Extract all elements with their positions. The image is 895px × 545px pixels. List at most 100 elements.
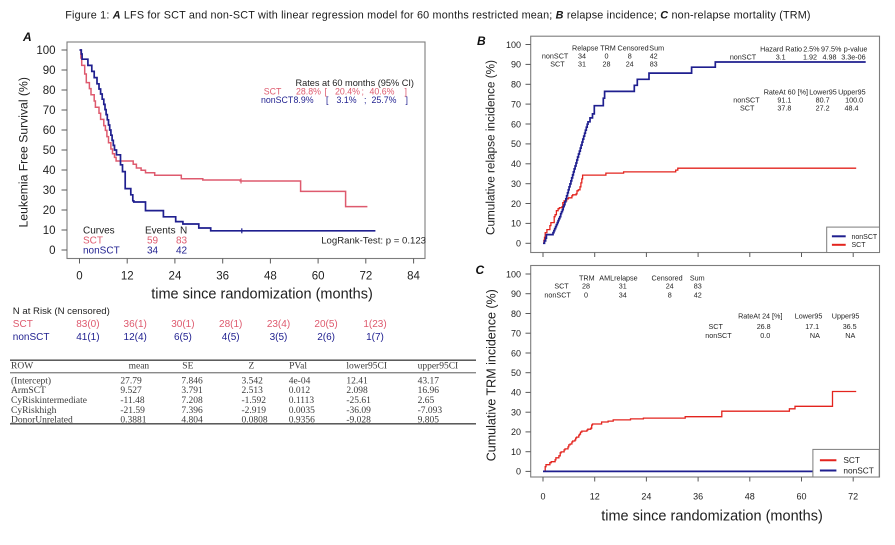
svg-text:nonSCT: nonSCT: [13, 332, 50, 343]
svg-text:27.2: 27.2: [816, 104, 830, 113]
svg-text:4.98: 4.98: [823, 53, 837, 62]
svg-text:17.1: 17.1: [805, 322, 819, 331]
svg-text:ROW: ROW: [11, 361, 33, 371]
svg-text:20.4%: 20.4%: [335, 87, 360, 97]
svg-text:31: 31: [578, 60, 586, 69]
svg-text:84: 84: [407, 271, 420, 283]
svg-text:30: 30: [511, 179, 521, 189]
svg-text:3.791: 3.791: [181, 386, 203, 396]
svg-text:3(5): 3(5): [270, 332, 288, 343]
svg-text:7.208: 7.208: [181, 396, 203, 406]
svg-text:24: 24: [169, 271, 182, 283]
svg-text:SCT: SCT: [83, 236, 103, 247]
svg-text:lower95CI: lower95CI: [346, 361, 387, 371]
svg-text:SCT: SCT: [852, 242, 867, 249]
svg-text:Upper95: Upper95: [838, 87, 866, 96]
svg-text:ArmSCT: ArmSCT: [11, 386, 46, 396]
svg-text:0.0808: 0.0808: [242, 416, 268, 426]
svg-text:0: 0: [584, 290, 588, 299]
svg-text:0.012: 0.012: [289, 386, 311, 396]
svg-text:SCT: SCT: [740, 104, 755, 113]
svg-text:100: 100: [506, 269, 521, 279]
svg-text:80: 80: [511, 80, 521, 90]
svg-text:100: 100: [506, 40, 521, 50]
svg-text:3.1: 3.1: [776, 53, 786, 62]
svg-text:NA: NA: [810, 331, 820, 340]
svg-text:C: C: [476, 263, 485, 277]
svg-text:100: 100: [36, 45, 55, 57]
svg-text:Censored: Censored: [618, 44, 649, 53]
svg-text:36(1): 36(1): [124, 319, 147, 330]
svg-text:Sum: Sum: [690, 274, 705, 283]
svg-text:SCT: SCT: [550, 60, 565, 69]
svg-text:24: 24: [666, 282, 674, 291]
svg-text:12: 12: [590, 492, 600, 502]
svg-text:0: 0: [516, 467, 521, 477]
svg-text:3.542: 3.542: [242, 376, 264, 386]
svg-text:60: 60: [312, 271, 325, 283]
svg-text:6(5): 6(5): [174, 332, 192, 343]
svg-text:SE: SE: [182, 361, 193, 371]
svg-text:20(5): 20(5): [314, 319, 337, 330]
svg-text:83: 83: [650, 60, 658, 69]
svg-text:48: 48: [745, 492, 755, 502]
svg-text:23(4): 23(4): [267, 319, 290, 330]
svg-text:28: 28: [603, 60, 611, 69]
svg-text:80.7: 80.7: [816, 96, 830, 105]
svg-text:72: 72: [359, 271, 372, 283]
svg-text:10: 10: [511, 447, 521, 457]
svg-text:RateAt 24 [%]: RateAt 24 [%]: [738, 311, 782, 320]
svg-text:8.9%: 8.9%: [294, 95, 314, 105]
svg-text:36: 36: [216, 271, 229, 283]
svg-text:LogRank-Test: p = 0.123: LogRank-Test: p = 0.123: [321, 236, 426, 247]
svg-text:-7.093: -7.093: [418, 406, 443, 416]
svg-text:Lower95: Lower95: [809, 87, 837, 96]
svg-text:9.527: 9.527: [120, 386, 142, 396]
svg-text:-1.592: -1.592: [242, 396, 267, 406]
svg-text:[: [: [325, 87, 328, 97]
svg-text:Cumulative relapse incidence (: Cumulative relapse incidence (%): [485, 60, 498, 235]
svg-text:TRM: TRM: [579, 274, 595, 283]
svg-text:50: 50: [43, 145, 56, 157]
svg-text:40: 40: [511, 388, 521, 398]
svg-text:2.65: 2.65: [418, 396, 435, 406]
svg-text:;: ;: [364, 95, 366, 105]
svg-text:28: 28: [582, 282, 590, 291]
svg-text:nonSCT: nonSCT: [733, 96, 760, 105]
svg-text:CyRiskintermediate: CyRiskintermediate: [11, 396, 87, 406]
svg-text:40: 40: [43, 165, 56, 177]
svg-text:]: ]: [406, 95, 408, 105]
svg-text:90: 90: [43, 65, 56, 77]
svg-text:42: 42: [650, 52, 658, 61]
svg-text:100.0: 100.0: [845, 96, 863, 105]
svg-text:0: 0: [76, 271, 82, 283]
svg-text:nonSCT: nonSCT: [544, 290, 571, 299]
svg-text:Sum: Sum: [649, 44, 664, 53]
svg-text:RateAt 60 [%]: RateAt 60 [%]: [764, 87, 808, 96]
svg-text:60: 60: [511, 119, 521, 129]
svg-text:PVal: PVal: [289, 361, 307, 371]
svg-text:A: A: [22, 30, 32, 44]
svg-text:83: 83: [694, 282, 702, 291]
svg-text:SCT: SCT: [264, 87, 282, 97]
svg-text:97.5%: 97.5%: [821, 45, 842, 54]
svg-text:50: 50: [511, 368, 521, 378]
svg-text:40: 40: [511, 159, 521, 169]
svg-text:-21.59: -21.59: [120, 406, 145, 416]
svg-text:Upper95: Upper95: [832, 311, 860, 320]
svg-text:12(4): 12(4): [124, 332, 147, 343]
svg-text:72: 72: [848, 492, 858, 502]
svg-text:27.79: 27.79: [120, 376, 142, 386]
svg-text:28(1): 28(1): [219, 319, 242, 330]
svg-text:0.3881: 0.3881: [120, 416, 146, 426]
svg-text:(Intercept): (Intercept): [11, 375, 51, 386]
svg-text:time since randomization (mont: time since randomization (months): [601, 509, 823, 525]
svg-text:Rates at 60 months (95% CI): Rates at 60 months (95% CI): [296, 78, 414, 88]
svg-text:20: 20: [511, 199, 521, 209]
svg-text:34: 34: [619, 290, 627, 299]
svg-text:4.804: 4.804: [181, 416, 203, 426]
svg-text:70: 70: [43, 105, 56, 117]
svg-text:nonSCT: nonSCT: [83, 246, 120, 257]
svg-text:30: 30: [43, 185, 56, 197]
svg-text:34: 34: [578, 52, 586, 61]
